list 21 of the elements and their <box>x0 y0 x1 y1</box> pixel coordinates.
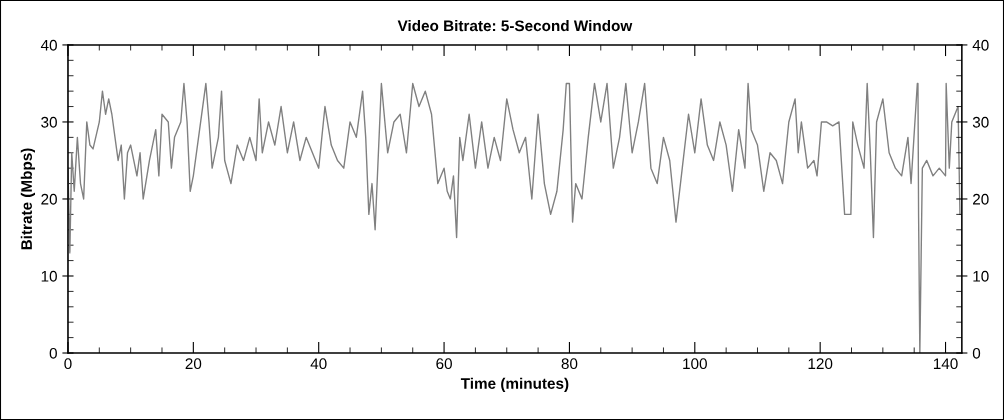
y2-tick-label: 30 <box>972 116 989 128</box>
y2-tick-label: 20 <box>973 193 989 205</box>
y-tick-label: 40 <box>40 39 57 51</box>
chart-title: Video Bitrate: 5-Second Window <box>397 19 633 32</box>
x-tick-label: 120 <box>808 358 833 370</box>
x-tick-label: 20 <box>185 358 202 370</box>
x-tick-label: 100 <box>683 358 707 370</box>
y-tick-label: 0 <box>49 347 57 359</box>
x-axis-title: Time (minutes) <box>460 377 569 392</box>
x-tick-label: 40 <box>310 358 327 370</box>
x-tick-label: 80 <box>561 358 578 370</box>
y-tick-label: 20 <box>41 193 57 205</box>
x-tick-label: 0 <box>64 358 72 370</box>
y-tick-label: 30 <box>41 116 57 128</box>
x-tick-label: 60 <box>436 358 452 370</box>
y2-tick-label: 10 <box>973 270 989 282</box>
y-tick-label: 10 <box>41 270 57 282</box>
y2-tick-label: 40 <box>972 39 989 51</box>
x-tick-label: 140 <box>933 358 958 370</box>
y2-tick-label: 0 <box>972 347 981 359</box>
y-axis-title: Bitrate (Mbps) <box>20 148 36 250</box>
